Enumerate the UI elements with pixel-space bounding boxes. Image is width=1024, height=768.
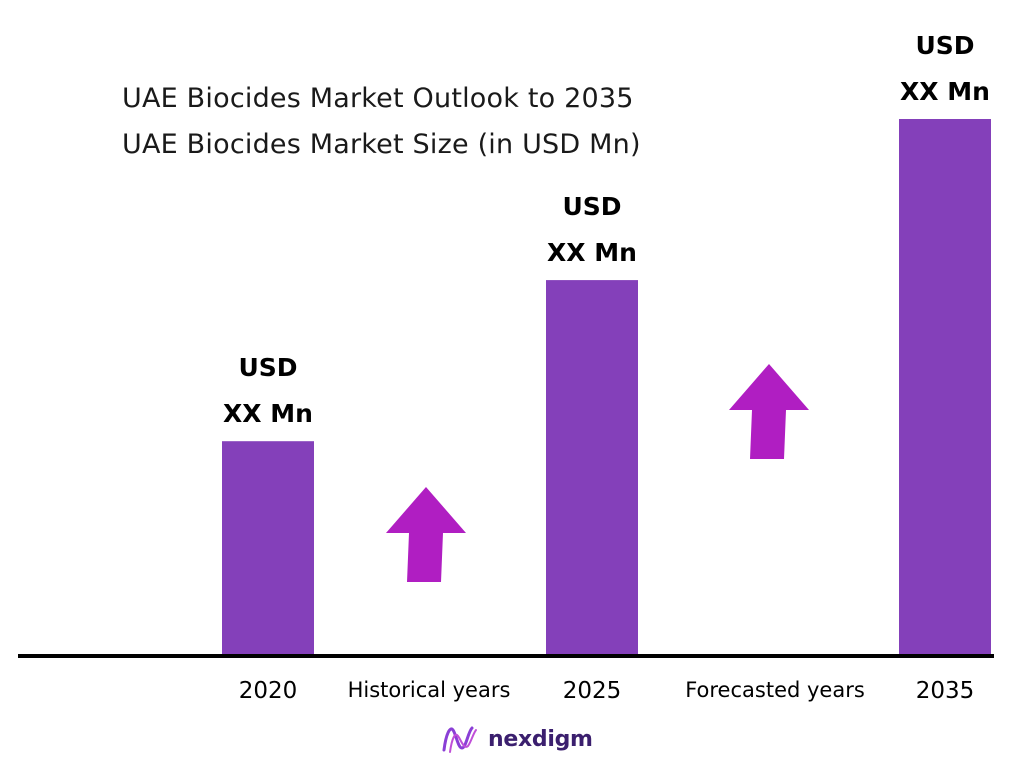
bar-2025 <box>546 280 638 656</box>
data-label-line1-2035: USD <box>915 31 974 60</box>
growth-arrows-group <box>386 364 809 582</box>
chart-subtitle: UAE Biocides Market Size (in USD Mn) <box>122 129 641 160</box>
period-label-historical: Historical years <box>348 678 511 702</box>
nexdigm-logo-icon <box>442 726 477 753</box>
data-label-line2-2020: XX Mn <box>223 399 313 428</box>
data-label-line2-2025: XX Mn <box>547 238 637 267</box>
brand-logo: nexdigm <box>440 724 593 754</box>
bars-group <box>222 119 991 656</box>
period-label-forecasted: Forecasted years <box>685 678 865 702</box>
x-tick-label-2025: 2025 <box>563 678 622 704</box>
x-tick-label-2035: 2035 <box>916 678 975 704</box>
up-arrow-icon-2 <box>729 364 809 459</box>
x-tick-labels-group: 2020 2025 2035 Historical years Forecasted y… <box>239 678 975 704</box>
value-labels-group: USD XX Mn USD XX Mn USD XX Mn <box>223 31 990 428</box>
title-block: UAE Biocides Market Outlook to 2035 UAE … <box>122 76 641 168</box>
bar-2035 <box>899 119 991 656</box>
data-label-line2-2035: XX Mn <box>900 77 990 106</box>
chart-title: UAE Biocides Market Outlook to 2035 <box>122 83 634 114</box>
data-label-line1-2020: USD <box>238 353 297 382</box>
x-tick-label-2020: 2020 <box>239 678 298 704</box>
bar-2020 <box>222 441 314 656</box>
brand-name: nexdigm <box>488 726 593 752</box>
up-arrow-icon-1 <box>386 487 466 582</box>
data-label-line1-2025: USD <box>562 192 621 221</box>
